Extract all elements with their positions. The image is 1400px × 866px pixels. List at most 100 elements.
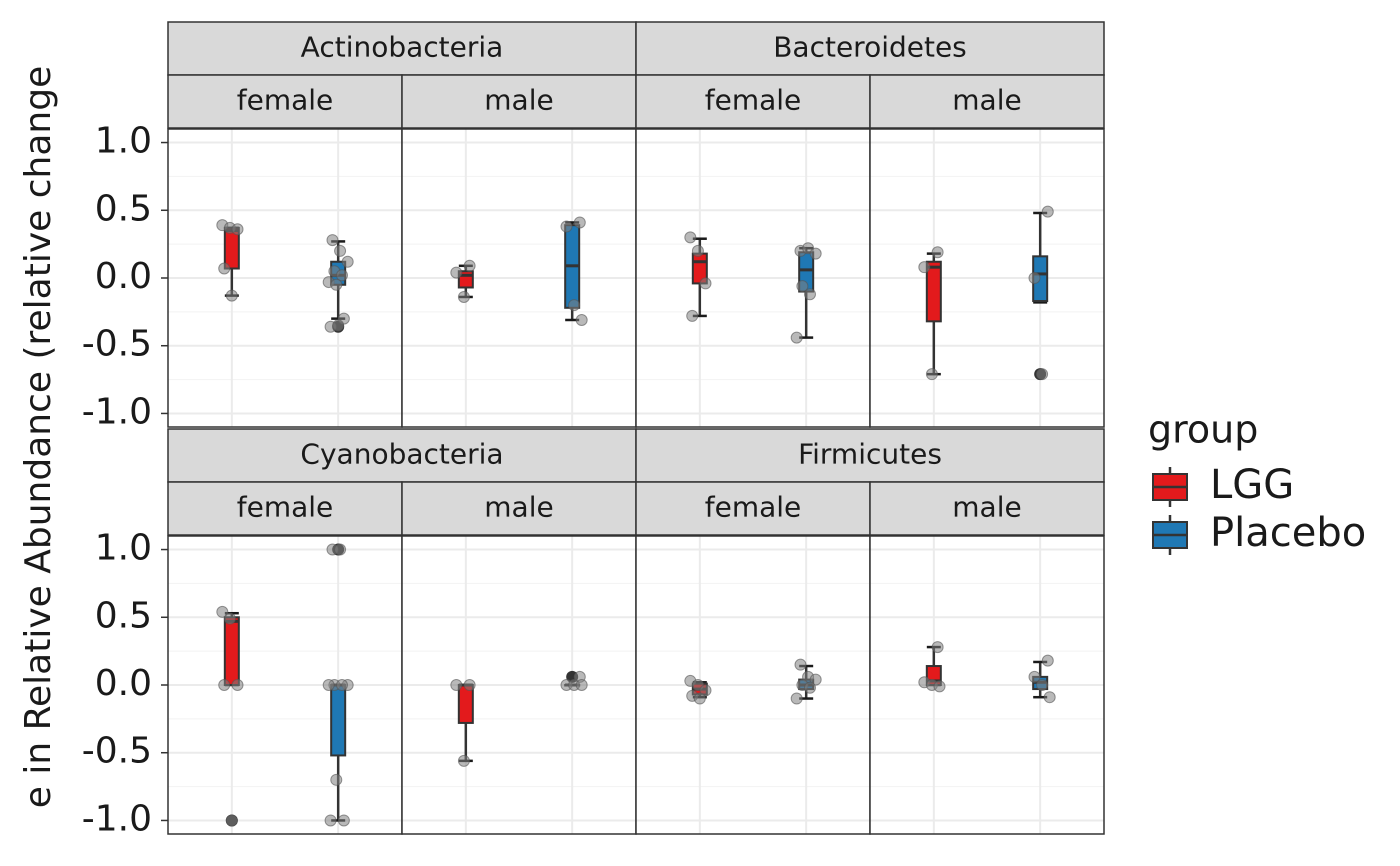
facet-title: Bacteroidetes <box>773 31 967 64</box>
y-tick-label: -0.5 <box>82 324 152 365</box>
data-point <box>463 259 476 272</box>
data-point <box>450 679 463 691</box>
data-point <box>450 266 463 279</box>
sub-strip <box>167 74 403 129</box>
data-point <box>925 368 938 381</box>
data-point <box>684 231 697 244</box>
y-tick-label: -1.0 <box>82 798 152 839</box>
data-point <box>225 289 238 302</box>
data-point <box>457 754 470 767</box>
y-tick-label: 0.5 <box>95 595 152 636</box>
sub-strip-title: female <box>237 491 334 524</box>
data-point <box>691 244 704 257</box>
data-point <box>790 692 803 705</box>
data-point <box>218 262 231 275</box>
data-point <box>1028 670 1041 683</box>
data-point <box>803 681 816 694</box>
data-point <box>794 658 807 671</box>
data-point <box>341 255 354 268</box>
data-point <box>918 261 931 274</box>
facet-title: Actinobacteria <box>301 31 504 64</box>
data-point <box>568 299 581 312</box>
legend-label: LGG <box>1210 462 1294 508</box>
data-point <box>1036 679 1049 691</box>
data-point <box>457 290 470 303</box>
data-point <box>575 679 588 691</box>
sub-strip <box>869 481 1105 536</box>
facet-strip <box>635 21 1105 76</box>
data-point <box>933 680 946 693</box>
data-point <box>1041 654 1054 667</box>
box <box>925 260 942 323</box>
data-point <box>796 280 809 293</box>
facet-strip <box>635 428 1105 483</box>
data-point <box>803 288 816 301</box>
sub-strip-title: female <box>705 491 802 524</box>
y-tick-label: 0.0 <box>95 256 152 297</box>
y-axis-label: e in Relative Abundance (relative change <box>18 66 59 808</box>
data-point <box>330 278 343 291</box>
data-point <box>231 223 244 236</box>
y-tick-label: 0.5 <box>95 188 152 229</box>
sub-strip-title: male <box>484 84 553 117</box>
data-point <box>335 269 348 282</box>
facet-title: Firmicutes <box>798 438 942 471</box>
data-point <box>216 605 229 618</box>
y-tick-label: -1.0 <box>82 391 152 432</box>
data-point <box>334 543 347 556</box>
sub-strip-title: male <box>952 84 1021 117</box>
sub-strip <box>869 74 1105 129</box>
data-point <box>330 773 343 786</box>
legend-title: group <box>1148 408 1258 452</box>
data-point <box>231 679 244 691</box>
box <box>330 684 347 757</box>
sub-strip <box>167 481 403 536</box>
data-point <box>686 309 699 322</box>
y-tick-label: -0.5 <box>82 731 152 772</box>
data-point <box>573 216 586 229</box>
data-point <box>337 814 350 827</box>
data-point <box>560 220 573 233</box>
legend-label: Placebo <box>1210 510 1366 556</box>
data-point <box>322 679 335 691</box>
panel-border <box>869 128 1105 428</box>
data-point <box>809 673 822 686</box>
sub-strip-title: female <box>237 84 334 117</box>
data-point <box>1043 691 1056 704</box>
data-point <box>699 684 712 697</box>
data-point <box>790 331 803 344</box>
sub-strip-title: female <box>705 84 802 117</box>
data-point <box>324 814 337 827</box>
data-point <box>326 234 339 247</box>
data-point <box>809 247 822 260</box>
sub-strip-title: male <box>484 491 553 524</box>
data-point <box>334 244 347 257</box>
data-point <box>699 277 712 290</box>
y-tick-label: 1.0 <box>95 528 152 569</box>
box <box>223 616 240 686</box>
sub-strip <box>401 481 637 536</box>
data-point <box>575 313 588 326</box>
sub-strip <box>635 74 871 129</box>
sub-strip-title: male <box>952 491 1021 524</box>
data-point <box>1036 368 1049 381</box>
sub-strip <box>635 481 871 536</box>
y-tick-label: 1.0 <box>95 121 152 162</box>
data-point <box>223 612 236 625</box>
data-point <box>218 679 231 691</box>
data-point <box>693 692 706 705</box>
sub-strip <box>401 74 637 129</box>
data-point <box>463 679 476 691</box>
data-point <box>332 319 345 332</box>
facet-title: Cyanobacteria <box>300 438 503 471</box>
data-point <box>335 679 348 691</box>
data-point <box>931 246 944 259</box>
data-point <box>1041 205 1054 218</box>
y-tick-label: 0.0 <box>95 663 152 704</box>
data-point <box>225 814 238 827</box>
data-point <box>1028 272 1041 284</box>
facet-strip <box>167 21 637 76</box>
panel-border <box>869 535 1105 835</box>
